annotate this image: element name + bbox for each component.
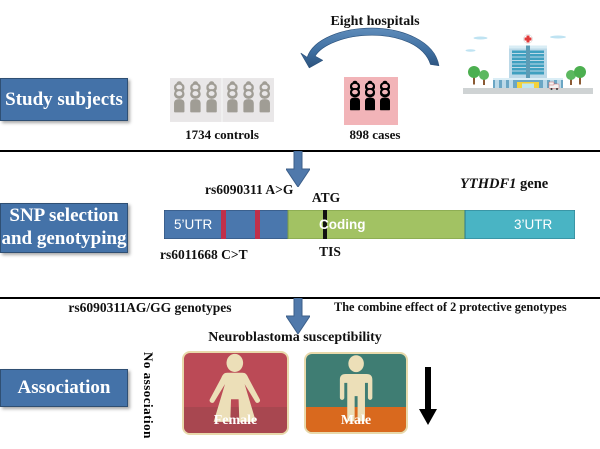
svg-text:5’UTR: 5’UTR: [174, 217, 213, 232]
svg-text:3’UTR: 3’UTR: [514, 217, 553, 232]
svg-text:Coding: Coding: [319, 217, 366, 232]
